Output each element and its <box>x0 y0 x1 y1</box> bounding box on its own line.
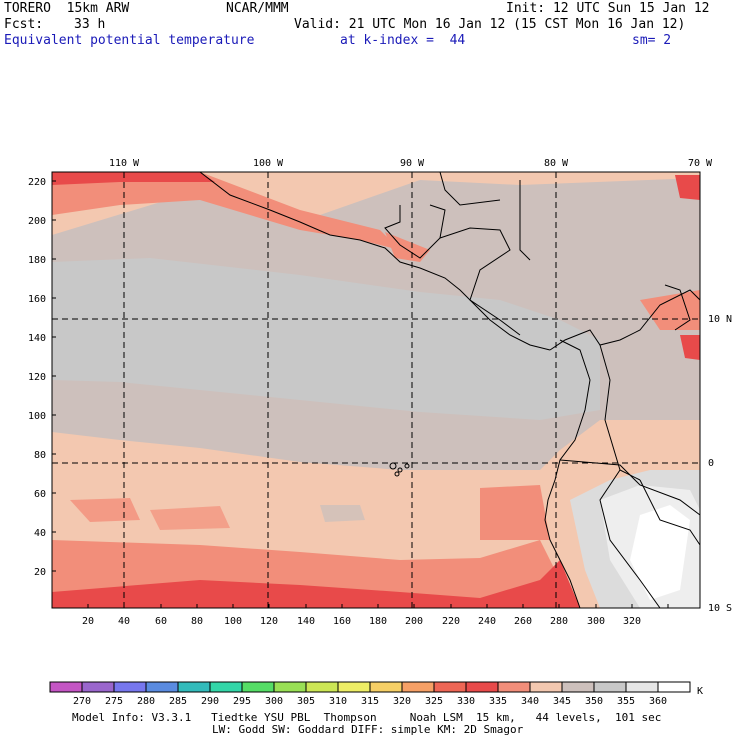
colorbar-label: 285 <box>169 696 187 707</box>
colorbar-swatch <box>273 681 307 693</box>
theta-e-field <box>52 172 700 608</box>
x-tick-label: 140 <box>297 616 315 627</box>
colorbar <box>49 681 691 693</box>
colorbar-swatch <box>433 681 467 693</box>
colorbar-swatch <box>241 681 275 693</box>
model-name: TORERO 15km ARW <box>4 1 130 16</box>
x-tick-label: 300 <box>587 616 605 627</box>
colorbar-label: 315 <box>361 696 379 707</box>
y-tick-label: 220 <box>28 177 46 188</box>
x-tick-label: 240 <box>478 616 496 627</box>
x-tick-label: 180 <box>369 616 387 627</box>
field-name: Equivalent potential temperature <box>4 33 255 48</box>
colorbar-label: 350 <box>585 696 603 707</box>
colorbar-label: 305 <box>297 696 315 707</box>
colorbar-label: 310 <box>329 696 347 707</box>
colorbar-swatch <box>561 681 595 693</box>
model-info-line1: Model Info: V3.3.1 Tiedtke YSU PBL Thomp… <box>72 711 662 724</box>
x-tick-label: 40 <box>118 616 130 627</box>
colorbar-label: 355 <box>617 696 635 707</box>
forecast-hours: 33 h <box>74 17 106 32</box>
forecast-label: Fcst: <box>4 17 44 32</box>
colorbar-swatch <box>81 681 115 693</box>
vertical-level: at k-index = 44 <box>340 33 466 48</box>
colorbar-swatch <box>145 681 179 693</box>
x-tick-label: 80 <box>191 616 203 627</box>
y-tick-label: 200 <box>28 216 46 227</box>
y-tick-label: 180 <box>28 255 46 266</box>
colorbar-swatch <box>305 681 339 693</box>
colorbar-swatch <box>497 681 531 693</box>
colorbar-label: 280 <box>137 696 155 707</box>
colorbar-label: 335 <box>489 696 507 707</box>
colorbar-swatch <box>337 681 371 693</box>
colorbar-label: 320 <box>393 696 411 707</box>
colorbar-swatch <box>369 681 403 693</box>
colorbar-label: 275 <box>105 696 123 707</box>
y-tick-label: 60 <box>34 489 46 500</box>
colorbar-swatch <box>625 681 659 693</box>
plot-frame <box>51 171 701 609</box>
lat-label-10s: 10 S <box>708 603 732 614</box>
y-tick-label: 20 <box>34 567 46 578</box>
y-tick-label: 160 <box>28 294 46 305</box>
colorbar-labels: 270 275 280 285 290 295 300 305 310 315 320 325 330 3… <box>73 686 703 707</box>
colorbar-label: 295 <box>233 696 251 707</box>
y-tick-label: 140 <box>28 333 46 344</box>
lat-label-0: 0 <box>708 458 714 469</box>
colorbar-label: 290 <box>201 696 219 707</box>
lon-label-70w: 70 W <box>688 158 713 169</box>
lon-label-110w: 110 W <box>109 158 140 169</box>
colorbar-swatch <box>209 681 243 693</box>
x-tick-label: 160 <box>333 616 351 627</box>
colorbar-label: 340 <box>521 696 539 707</box>
x-tick-label: 220 <box>442 616 460 627</box>
x-tick-label: 280 <box>550 616 568 627</box>
y-tick-label: 100 <box>28 411 46 422</box>
lon-label-90w: 90 W <box>400 158 425 169</box>
smoothing-setting: sm= 2 <box>632 33 672 48</box>
lon-label-80w: 80 W <box>544 158 569 169</box>
y-tick-label: 80 <box>34 450 46 461</box>
colorbar-label: 270 <box>73 696 91 707</box>
graticule <box>52 172 700 608</box>
colorbar-label: 345 <box>553 696 571 707</box>
x-tick-label: 200 <box>405 616 423 627</box>
colorbar-label: 360 <box>649 696 667 707</box>
colorbar-label: 300 <box>265 696 283 707</box>
x-tick-label: 260 <box>514 616 532 627</box>
colorbar-swatch <box>465 681 499 693</box>
x-tick-label: 100 <box>224 616 242 627</box>
model-info-line2: LW: Godd SW: Goddard DIFF: simple KM: 2D… <box>212 723 524 736</box>
colorbar-swatch <box>177 681 211 693</box>
colorbar-label: 330 <box>457 696 475 707</box>
x-tick-label: 120 <box>260 616 278 627</box>
colorbar-swatch <box>529 681 563 693</box>
colorbar-swatch <box>49 681 83 693</box>
colorbar-swatch <box>593 681 627 693</box>
x-tick-label: 20 <box>82 616 94 627</box>
valid-time: Valid: 21 UTC Mon 16 Jan 12 (15 CST Mon … <box>294 17 686 32</box>
colorbar-swatch <box>401 681 435 693</box>
coastlines <box>199 172 700 608</box>
init-time: Init: 12 UTC Sun 15 Jan 12 <box>506 1 710 16</box>
colorbar-unit: K <box>697 686 703 697</box>
organization: NCAR/MMM <box>226 1 289 16</box>
y-tick-label: 120 <box>28 372 46 383</box>
colorbar-swatch <box>113 681 147 693</box>
lon-label-100w: 100 W <box>253 158 284 169</box>
y-tick-label: 40 <box>34 528 46 539</box>
colorbar-swatch <box>657 681 691 693</box>
colorbar-label: 325 <box>425 696 443 707</box>
lat-label-10n: 10 N <box>708 314 732 325</box>
x-tick-label: 60 <box>155 616 167 627</box>
x-tick-label: 320 <box>623 616 641 627</box>
